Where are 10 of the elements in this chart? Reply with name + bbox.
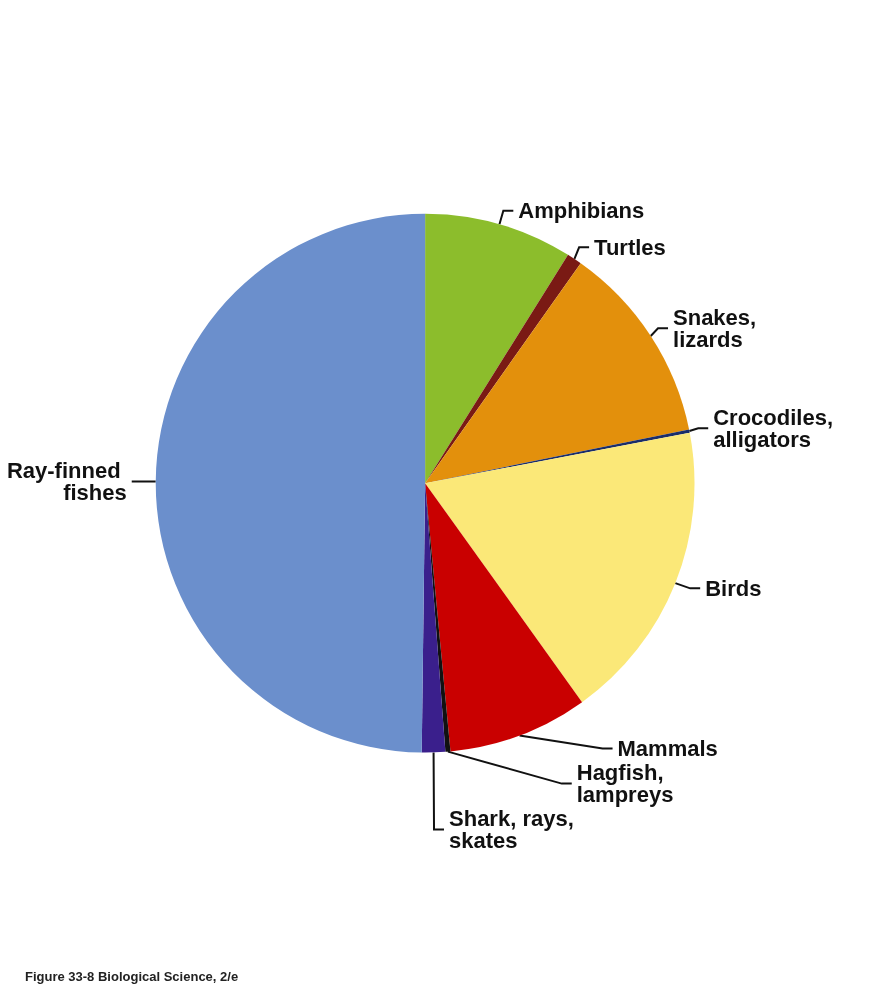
slice-label: Amphibians xyxy=(518,198,645,224)
slice-label: Snakes, lizards xyxy=(673,304,763,352)
slice-label: Turtles xyxy=(594,234,666,260)
slice-label: Hagfish, lampreys xyxy=(576,760,674,808)
slice-label: Mammals xyxy=(617,736,718,762)
slice-label: Shark, rays, skates xyxy=(449,806,580,854)
slice-label: Crocodiles, alligators xyxy=(713,404,840,452)
slice-label: Ray-finned fishes xyxy=(6,457,127,505)
caption: Figure 33-8 Biological Science, 2/e xyxy=(25,969,239,984)
slice-label: Birds xyxy=(705,575,762,601)
